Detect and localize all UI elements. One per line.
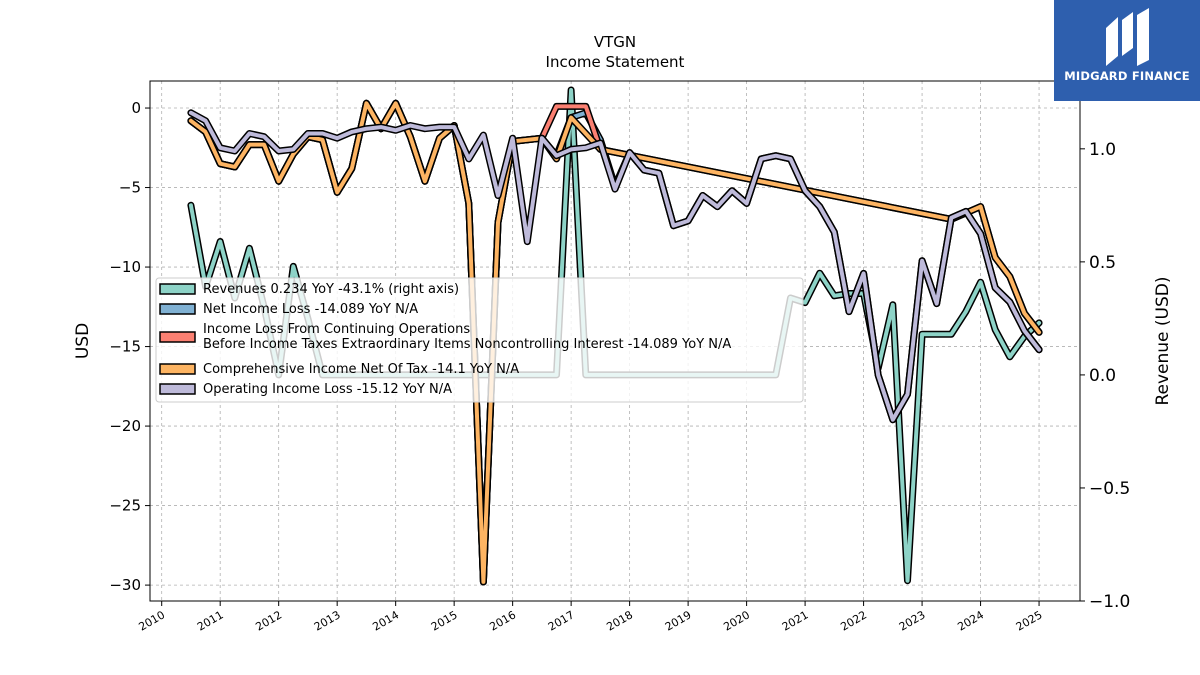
y-tick-label: 0 [131, 99, 141, 117]
legend-label: Net Income Loss -14.089 YoY N/A [203, 302, 418, 317]
legend-label: Income Loss From Continuing Operations [203, 322, 470, 337]
y-tick-label-right: −0.5 [1089, 479, 1130, 499]
y-tick-label-right: 1.0 [1089, 140, 1116, 160]
series-4 [187, 109, 1043, 424]
y-tick-label: −15 [109, 338, 141, 356]
legend-swatch [159, 331, 196, 343]
y-axis-label-right: Revenue (USD) [1153, 276, 1173, 405]
chart-title: VTGN [594, 33, 636, 51]
y-tick-label: −10 [109, 258, 141, 276]
y-tick-label: −30 [109, 576, 141, 594]
y-tick-label-right: 0.0 [1089, 366, 1116, 386]
legend-label: Before Income Taxes Extraordinary Items … [203, 337, 731, 352]
legend-swatch [159, 303, 196, 315]
y-tick-label-right: 0.5 [1089, 253, 1116, 273]
plot-frame [149, 80, 1081, 602]
midgard-finance-logo: MIDGARD FINANCE [1054, 0, 1200, 101]
y-tick-label-right: −1.0 [1089, 592, 1130, 612]
legend-swatch [159, 363, 196, 375]
legend-swatch [159, 283, 196, 295]
legend-box [155, 277, 804, 403]
y-tick-label: −20 [109, 417, 141, 435]
series-line [188, 101, 1042, 584]
chart-subtitle: Income Statement [546, 53, 685, 71]
y-tick-label: −5 [119, 179, 141, 197]
y-axis-label: USD [73, 323, 93, 359]
legend-label: Operating Income Loss -15.12 YoY N/A [203, 382, 452, 397]
legend-label: Revenues 0.234 YoY -43.1% (right axis) [203, 282, 459, 297]
y-tick-label: −25 [109, 497, 141, 515]
series-line [188, 110, 1042, 422]
logo-text: MIDGARD FINANCE [1064, 69, 1190, 83]
series-3 [187, 99, 1043, 586]
chart-legend: Revenues 0.234 YoY -43.1% (right axis) Ne… [155, 277, 804, 403]
legend-swatch [159, 383, 196, 395]
logo-mark-icon [1106, 8, 1149, 66]
legend-label: Comprehensive Income Net Of Tax -14.1 Yo… [203, 362, 519, 377]
